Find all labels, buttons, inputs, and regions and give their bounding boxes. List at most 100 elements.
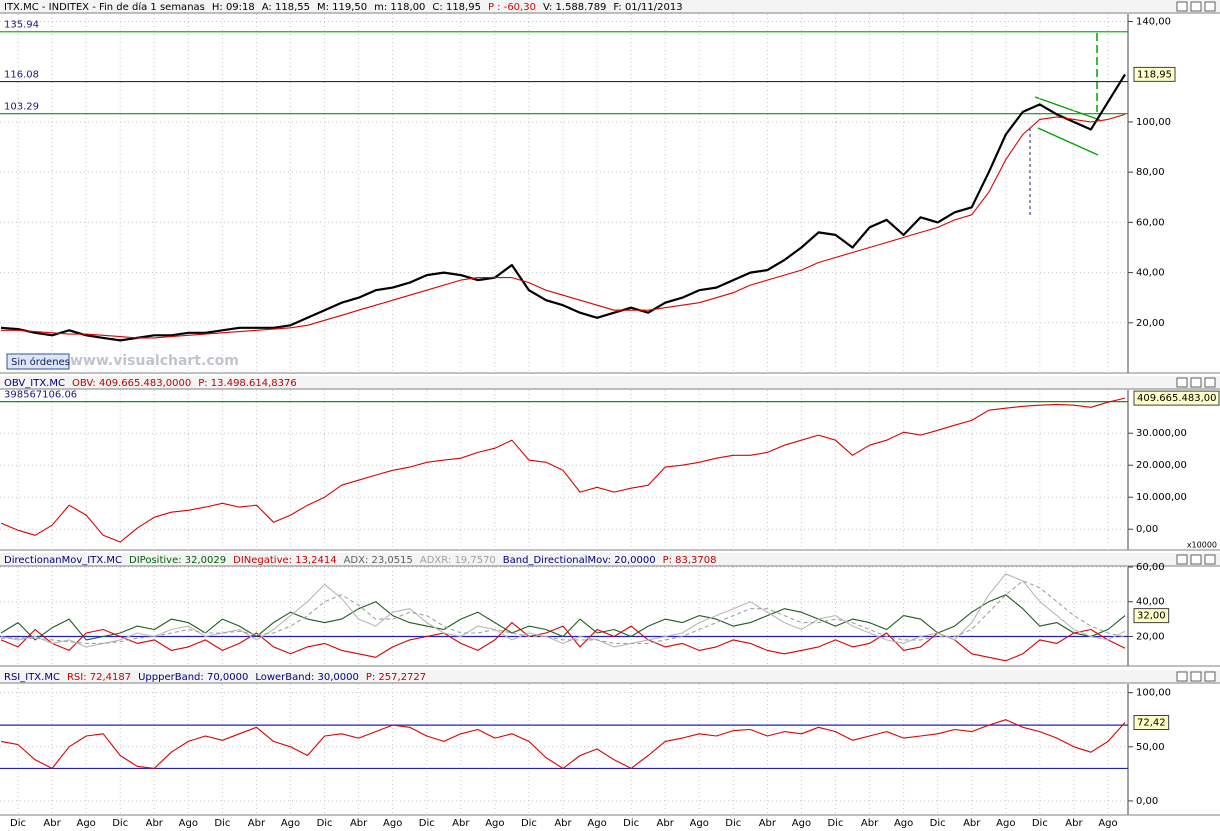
header-item: ADXR: 19,7570 xyxy=(420,555,496,566)
y-tick-label: 10.000,00 xyxy=(1136,492,1187,503)
x-tick-label: Dic xyxy=(317,818,333,829)
current-value-label: 32,00 xyxy=(1137,611,1166,622)
current-value-box xyxy=(1133,715,1170,731)
x-tick-label: Dic xyxy=(930,818,946,829)
panel-header-text: ITX.MC - INDITEX - Fin de día 1 semanas H… xyxy=(4,1,683,13)
y-tick-label: 30.000,00 xyxy=(1136,428,1187,439)
y-tick-label: 0,00 xyxy=(1136,796,1158,807)
series-line xyxy=(1,113,1126,339)
x-tick-label: Abr xyxy=(554,818,572,829)
y-tick-label: 140,00 xyxy=(1136,17,1171,28)
header-item: P: 257,2727 xyxy=(366,672,426,683)
channel-line xyxy=(1034,96,1101,121)
x-tick-label: Abr xyxy=(759,818,777,829)
window-button[interactable] xyxy=(1204,377,1216,388)
window-button[interactable] xyxy=(1204,1,1216,12)
panel-header-text: OBV_ITX.MC OBV: 409.665.483,0000 P: 13.498… xyxy=(4,378,297,389)
y-tick-label: 40,00 xyxy=(1136,597,1165,608)
x-tick-label: Ago xyxy=(690,818,709,829)
x-tick-label: Dic xyxy=(10,818,26,829)
x-tick-label: Ago xyxy=(996,818,1015,829)
header-item: ITX.MC - INDITEX - Fin de día 1 semanas xyxy=(4,1,205,13)
y-tick-label: 40,00 xyxy=(1136,268,1165,279)
x-tick-label: Dic xyxy=(1032,818,1048,829)
current-value-box xyxy=(1133,608,1170,624)
window-button[interactable] xyxy=(1204,671,1216,682)
x-tick-label: Ago xyxy=(76,818,95,829)
window-button[interactable] xyxy=(1176,1,1188,12)
x-tick-label: Dic xyxy=(521,818,537,829)
window-button[interactable] xyxy=(1190,671,1202,682)
panel-header-text: RSI_ITX.MC RSI: 72,4187 UppperBand: 70,000… xyxy=(4,672,426,683)
x-tick-label: Abr xyxy=(1065,818,1083,829)
header-item: H: 09:18 xyxy=(212,2,255,13)
level-label: 103.29 xyxy=(4,102,39,113)
header-item: F: 01/11/2013 xyxy=(613,2,682,13)
current-value-box xyxy=(1133,66,1176,82)
x-tick-label: Dic xyxy=(827,818,843,829)
header-item: RSI: 72,4187 xyxy=(67,672,131,683)
panel-header xyxy=(0,670,1220,683)
x-tick-label: Abr xyxy=(452,818,470,829)
header-item: P : -60,30 xyxy=(488,2,536,13)
x-tick-label: Abr xyxy=(43,818,61,829)
panel-header-text: DirectionanMov_ITX.MC DIPositive: 32,0029… xyxy=(4,555,717,566)
header-item: LowerBand: 30,0000 xyxy=(255,672,359,683)
level-label: 135.94 xyxy=(4,20,39,31)
x-tick-label: Dic xyxy=(725,818,741,829)
header-item: V: 1.588.789 xyxy=(543,2,606,13)
header-item: P: 83,3708 xyxy=(663,555,717,566)
header-item: DirectionanMov_ITX.MC xyxy=(4,555,122,566)
x-tick-label: Ago xyxy=(792,818,811,829)
unit-label: x10000 xyxy=(1187,541,1217,550)
series-line xyxy=(0,573,1126,648)
x-tick-label: Dic xyxy=(419,818,435,829)
y-tick-label: 60,00 xyxy=(1136,562,1165,573)
window-button[interactable] xyxy=(1176,554,1188,565)
window-button[interactable] xyxy=(1204,554,1216,565)
channel-line xyxy=(1037,127,1099,156)
x-tick-label: Abr xyxy=(146,818,164,829)
window-button[interactable] xyxy=(1176,671,1188,682)
series-line xyxy=(0,73,1126,342)
current-value-label: 409.665.483,00 xyxy=(1137,393,1217,404)
series-line xyxy=(0,397,1126,543)
watermark: www.visualchart.com xyxy=(70,353,239,369)
window-button[interactable] xyxy=(1176,377,1188,388)
window-button[interactable] xyxy=(1190,1,1202,12)
x-tick-label: Ago xyxy=(485,818,504,829)
x-tick-label: Ago xyxy=(1098,818,1117,829)
y-tick-label: 20,00 xyxy=(1136,631,1165,642)
x-tick-label: Ago xyxy=(281,818,300,829)
panel-header xyxy=(0,553,1220,566)
header-item: OBV_ITX.MC xyxy=(4,378,65,389)
orders-button-label[interactable]: Sin órdenes xyxy=(11,356,70,368)
header-item: A: 118,55 xyxy=(262,2,310,13)
window-button[interactable] xyxy=(1190,554,1202,565)
y-tick-label: 20,00 xyxy=(1136,318,1165,329)
header-item: P: 13.498.614,8376 xyxy=(198,378,296,389)
level-label: 398567106.06 xyxy=(4,390,77,401)
current-value-box xyxy=(1133,390,1220,406)
x-tick-label: Ago xyxy=(383,818,402,829)
current-value-label: 72,42 xyxy=(1137,718,1166,729)
level-label: 116.08 xyxy=(4,70,39,81)
x-tick-label: Abr xyxy=(248,818,266,829)
orders-button[interactable] xyxy=(6,353,70,370)
header-item: DINegative: 13,2414 xyxy=(233,555,336,566)
series-line xyxy=(0,719,1126,769)
header-item: C: 118,95 xyxy=(432,2,481,13)
x-tick-label: Dic xyxy=(214,818,230,829)
header-item: UppperBand: 70,0000 xyxy=(138,672,248,683)
x-tick-label: Ago xyxy=(894,818,913,829)
x-tick-label: Dic xyxy=(112,818,128,829)
window-button[interactable] xyxy=(1190,377,1202,388)
x-tick-label: Abr xyxy=(657,818,675,829)
header-item: M: 119,50 xyxy=(317,2,367,13)
x-tick-label: Dic xyxy=(623,818,639,829)
y-tick-label: 100,00 xyxy=(1136,117,1171,128)
header-item: m: 118,00 xyxy=(374,2,425,13)
header-item: ADX: 23,0515 xyxy=(344,555,413,566)
